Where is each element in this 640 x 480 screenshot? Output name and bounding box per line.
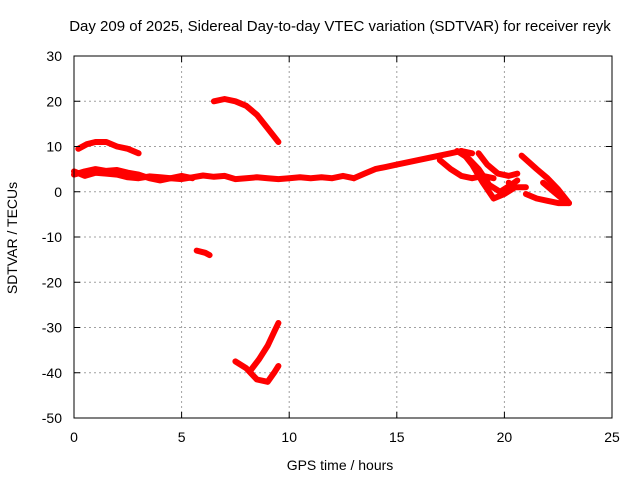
y-tick-label: -50 xyxy=(42,410,62,426)
data-series xyxy=(71,96,572,385)
series-track-5 xyxy=(210,96,282,145)
x-tick-label: 0 xyxy=(70,429,78,445)
series-track-6 xyxy=(193,247,213,259)
y-tick-label: 0 xyxy=(54,184,62,200)
y-tick-label: 30 xyxy=(46,48,62,64)
y-tick-label: -30 xyxy=(42,320,62,336)
series-track-15 xyxy=(522,191,572,207)
series-track-13 xyxy=(505,179,519,191)
y-tick-label: -20 xyxy=(42,274,62,290)
x-tick-label: 25 xyxy=(604,429,620,445)
series-track-7 xyxy=(232,358,282,385)
y-axis-label: SDTVAR / TECUs xyxy=(4,182,20,294)
series-track-16 xyxy=(540,179,568,204)
series-track-8 xyxy=(247,320,282,374)
series-track-1 xyxy=(71,168,357,183)
x-axis-label: GPS time / hours xyxy=(287,457,394,473)
axis-ticks: 0 5 10 15 20 25 -50 -40 -30 -20 -10 0 10 20 30 xyxy=(42,48,620,445)
x-tick-label: 5 xyxy=(178,429,186,445)
y-tick-label: -40 xyxy=(42,365,62,381)
x-tick-label: 15 xyxy=(389,429,405,445)
series-track-2 xyxy=(71,166,196,184)
series-track-12 xyxy=(475,150,521,179)
chart-title: Day 209 of 2025, Sidereal Day-to-day VTE… xyxy=(69,18,611,35)
y-tick-label: 10 xyxy=(46,139,62,155)
series-track-4 xyxy=(75,139,142,157)
y-tick-label: -10 xyxy=(42,229,62,245)
grid xyxy=(74,56,612,418)
x-tick-label: 10 xyxy=(281,429,297,445)
series-track-14 xyxy=(518,152,572,207)
series-track-3 xyxy=(350,148,476,182)
x-tick-label: 20 xyxy=(497,429,513,445)
y-tick-label: 20 xyxy=(46,93,62,109)
